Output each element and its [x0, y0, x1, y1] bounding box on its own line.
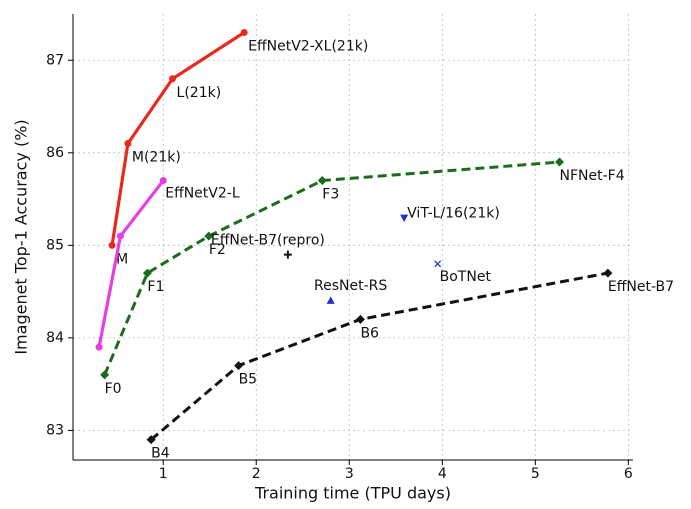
point: [159, 177, 167, 185]
x-tick-label: 3: [345, 466, 354, 482]
y-tick-label: 87: [46, 52, 64, 68]
point-label: F3: [322, 187, 339, 203]
point-label: M(21k): [132, 150, 181, 166]
point: [204, 231, 214, 241]
point: [555, 157, 565, 167]
point: [317, 176, 327, 186]
point: [108, 241, 116, 249]
point-label: M: [116, 251, 128, 267]
point: [100, 370, 110, 380]
point: [355, 314, 365, 324]
series-line: [97, 179, 165, 348]
point-label: EffNetV2-L: [165, 186, 240, 202]
x-tick-label: 5: [531, 466, 540, 482]
point-label: ViT-L/16(21k): [407, 206, 500, 222]
y-axis-label: Imagenet Top-1 Accuracy (%): [12, 119, 31, 354]
y-tick-label: 85: [46, 237, 64, 253]
point: [434, 260, 442, 268]
point-label: ResNet-RS: [314, 278, 387, 294]
point: [240, 29, 248, 37]
point: [124, 140, 132, 148]
y-tick-label: 83: [46, 422, 64, 438]
point: [234, 361, 244, 371]
point-label: EffNetV2-XL(21k): [248, 39, 368, 55]
point: [400, 214, 409, 223]
point-label: L(21k): [177, 85, 222, 101]
point: [326, 296, 335, 304]
x-tick-label: 1: [159, 466, 168, 482]
point: [603, 268, 613, 278]
point-label: F2: [209, 242, 226, 258]
point: [116, 232, 124, 240]
point-label: NFNet-F4: [560, 168, 625, 184]
point-label: EffNet-B7: [608, 279, 674, 295]
point-label: B4: [151, 446, 170, 462]
x-tick-label: 2: [252, 466, 261, 482]
point-label: BoTNet: [440, 269, 492, 285]
y-tick-label: 84: [46, 330, 64, 346]
point: [169, 75, 177, 83]
point-label: B6: [360, 325, 379, 341]
series-line: [150, 271, 609, 441]
point: [142, 268, 152, 278]
series-line: [110, 31, 246, 246]
x-axis-label: Training time (TPU days): [254, 484, 451, 503]
point-label: F0: [105, 381, 122, 397]
point: [283, 250, 292, 259]
point-label: F1: [147, 279, 164, 295]
x-tick-label: 4: [438, 466, 447, 482]
point-label: B5: [239, 372, 258, 388]
x-tick-label: 6: [624, 466, 633, 482]
y-tick-label: 86: [46, 145, 64, 161]
point: [95, 343, 103, 351]
point-label: EffNet-B7(repro): [211, 233, 325, 249]
point: [146, 435, 156, 445]
